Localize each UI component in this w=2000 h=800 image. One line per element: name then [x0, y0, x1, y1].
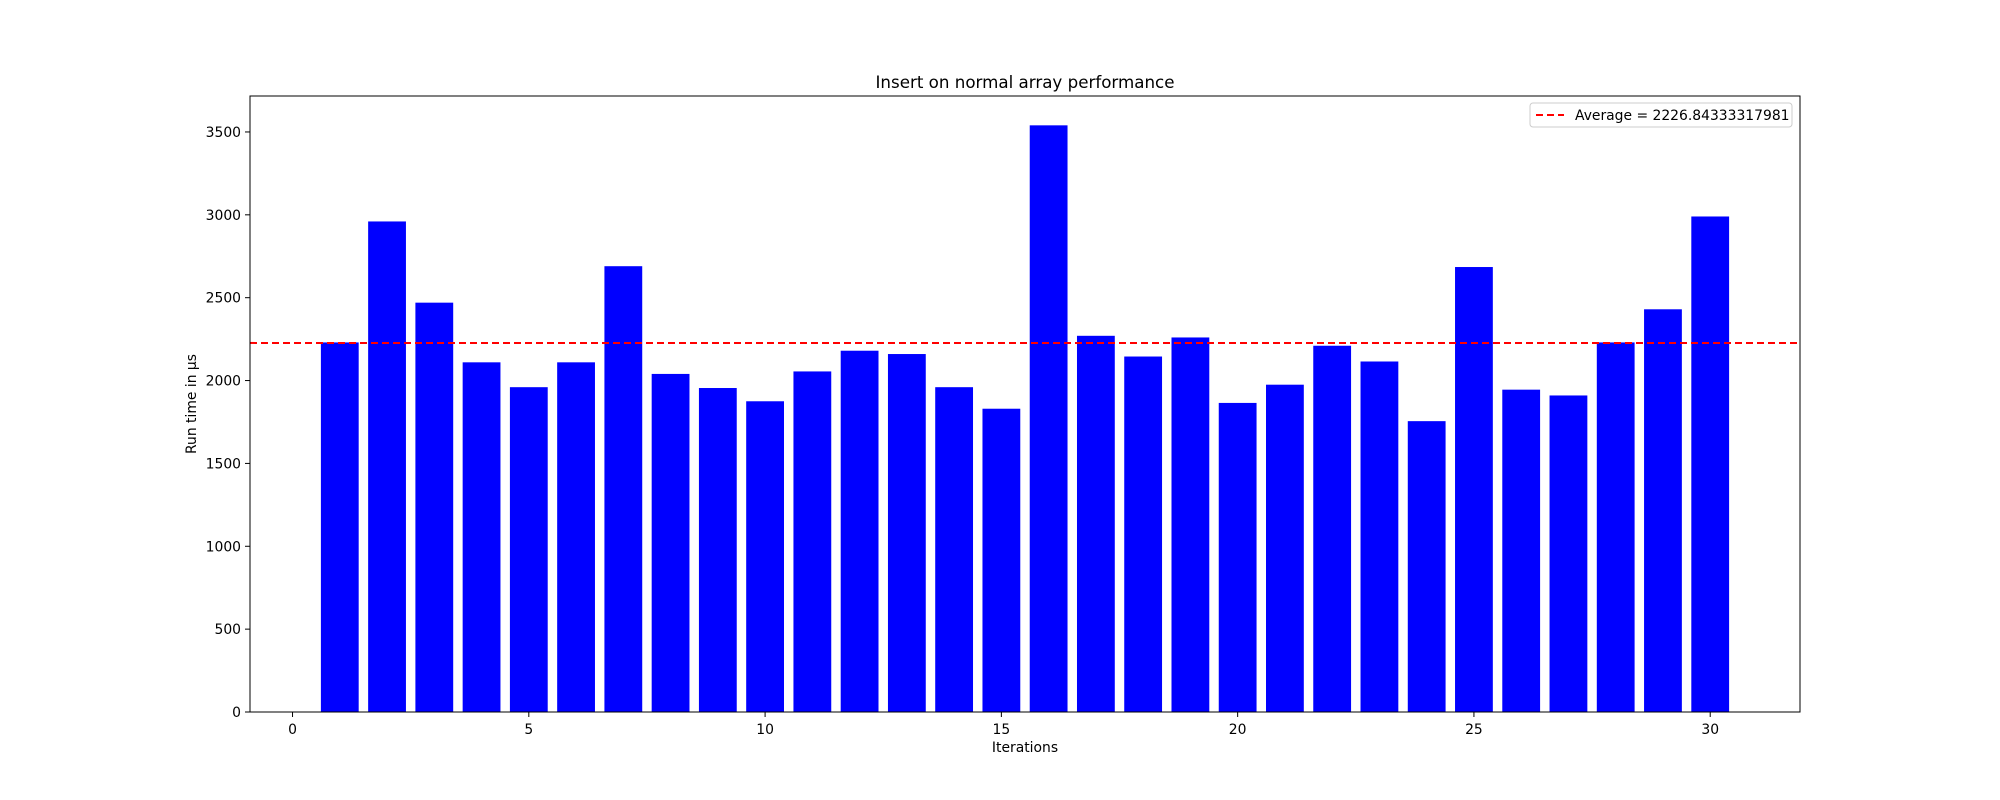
bars-group	[320, 125, 1730, 713]
x-tick-label: 30	[1701, 722, 1719, 738]
x-tick-label: 20	[1229, 722, 1247, 738]
bar-iteration-26	[1502, 389, 1541, 712]
bar-iteration-13	[887, 354, 926, 712]
bar-iteration-18	[1124, 356, 1163, 712]
bar-iteration-23	[1360, 361, 1399, 712]
plot-area	[250, 96, 1800, 712]
x-tick-label: 5	[524, 722, 533, 738]
bar-iteration-7	[604, 266, 643, 712]
bar-iteration-30	[1691, 216, 1730, 712]
bar-iteration-5	[509, 387, 548, 712]
bar-iteration-3	[415, 302, 454, 712]
bar-iteration-9	[698, 388, 737, 712]
y-tick-label: 1500	[206, 456, 241, 472]
bar-iteration-19	[1171, 337, 1210, 712]
legend: Average = 2226.84333317981	[1529, 102, 1793, 128]
bar-iteration-16	[1029, 125, 1068, 713]
bar-iteration-29	[1644, 309, 1682, 712]
bar-iteration-28	[1596, 342, 1635, 712]
bar-iteration-6	[557, 362, 595, 712]
bar-iteration-27	[1549, 395, 1588, 712]
bar-iteration-10	[746, 401, 784, 712]
y-tick-label: 3500	[206, 125, 241, 141]
bar-iteration-12	[840, 350, 879, 712]
bar-iteration-25	[1455, 267, 1493, 712]
bar-iteration-14	[935, 387, 974, 712]
y-tick-label: 2000	[206, 374, 241, 390]
x-axis-label: Iterations	[992, 740, 1058, 756]
legend-box	[1529, 102, 1793, 128]
bar-iteration-8	[651, 373, 690, 712]
y-axis-label: Run time in µs	[184, 354, 200, 454]
x-tick-label: 25	[1465, 722, 1483, 738]
plot-frame	[249, 95, 1801, 713]
bar-iteration-15	[982, 408, 1021, 712]
x-tick-label: 0	[288, 722, 297, 738]
chart-title: Insert on normal array performance	[876, 72, 1175, 92]
y-tick-label: 1000	[206, 539, 241, 555]
bar-iteration-20	[1218, 402, 1257, 712]
bar-iteration-2	[368, 221, 406, 712]
bar-iteration-22	[1313, 345, 1352, 712]
y-tick-label: 0	[232, 705, 241, 721]
bar-iteration-24	[1407, 421, 1446, 712]
bar-iteration-21	[1266, 384, 1304, 712]
y-tick-label: 2500	[206, 291, 241, 307]
y-tick-label: 500	[214, 622, 241, 638]
x-tick-label: 15	[993, 722, 1011, 738]
bar-iteration-11	[793, 371, 832, 712]
y-tick-label: 3000	[206, 208, 241, 224]
bar-iteration-1	[320, 342, 359, 712]
y-axis-ticks: 0 500 1000 1500 2000 2500 3000 3500	[206, 125, 250, 721]
legend-label-average: Average = 2226.84333317981	[1575, 108, 1790, 124]
bar-iteration-4	[462, 362, 501, 712]
x-axis-ticks: 0 5 10 15 20 25 30	[288, 712, 1719, 738]
x-tick-label: 10	[756, 722, 774, 738]
bar-iteration-17	[1076, 335, 1115, 712]
